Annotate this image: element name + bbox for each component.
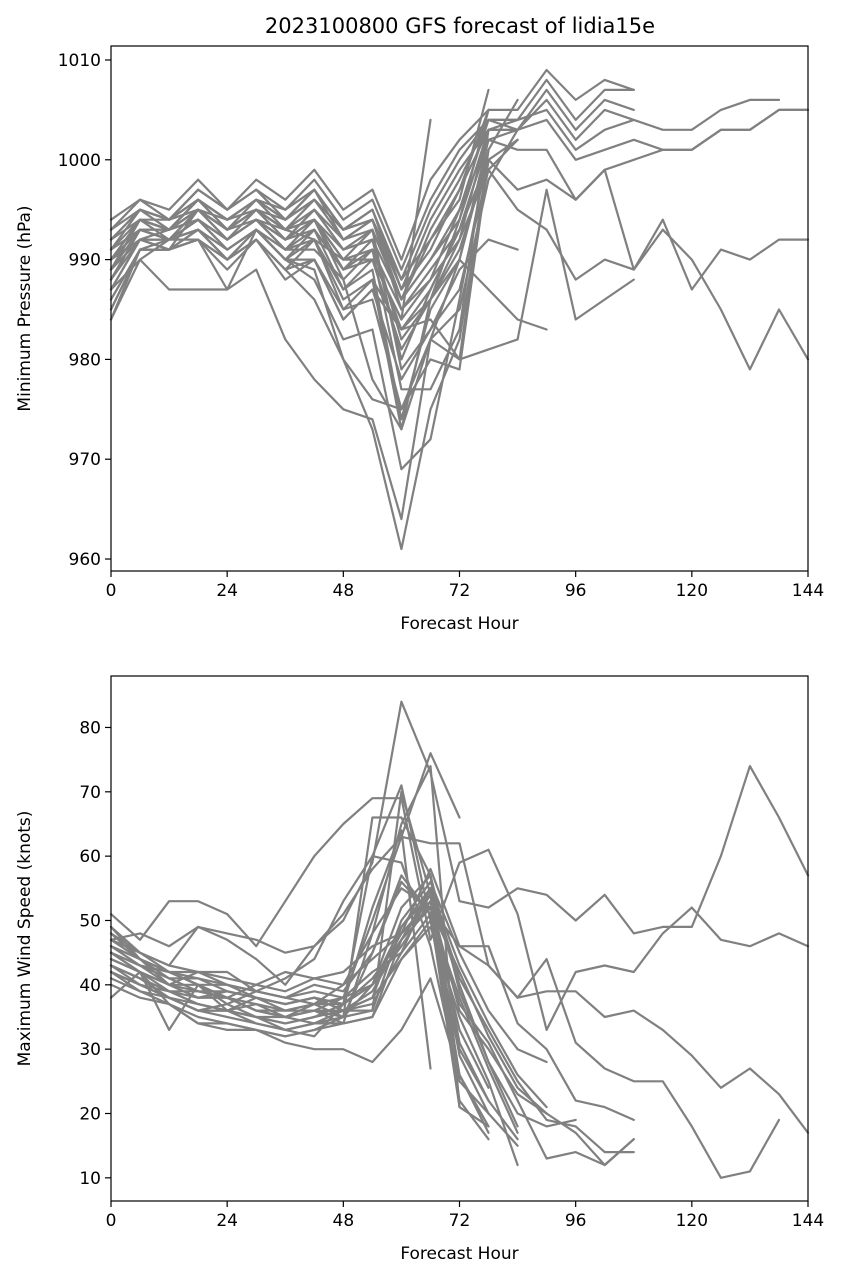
- pressure-series-group: [109, 68, 810, 551]
- wind-speed-x-tick-label: 72: [449, 1211, 471, 1231]
- wind-speed-series-group: [109, 700, 810, 1179]
- pressure-series-line-29: [109, 118, 490, 311]
- wind-speed-y-axis-label: Maximum Wind Speed (knots): [15, 811, 35, 1067]
- wind-speed-series-line-25: [109, 816, 461, 1083]
- wind-speed-series-line-2: [109, 700, 810, 967]
- wind-speed-series-line-14: [109, 912, 519, 1134]
- pressure-y-tick-label: 960: [69, 550, 101, 570]
- pressure-series-line-28: [109, 128, 490, 341]
- pressure-y-tick-label: 970: [69, 450, 101, 470]
- wind-speed-x-tick-label: 144: [792, 1211, 824, 1231]
- pressure-x-tick-label: 96: [565, 581, 587, 601]
- pressure-series-line-25: [109, 158, 490, 551]
- wind-speed-y-tick-label: 50: [79, 911, 101, 931]
- wind-speed-x-axis-label: Forecast Hour: [400, 1244, 518, 1264]
- wind-speed-x-tick-label: 120: [676, 1211, 708, 1231]
- pressure-y-axis-label: Minimum Pressure (hPa): [15, 205, 35, 411]
- wind-speed-y-tick-label: 80: [79, 718, 101, 738]
- wind-speed-series-line-18: [109, 887, 490, 1089]
- pressure-series-line-31: [109, 138, 490, 331]
- pressure-x-axis-label: Forecast Hour: [400, 614, 518, 634]
- pressure-series-line-27: [109, 158, 490, 411]
- pressure-series-line-30: [109, 108, 490, 291]
- pressure-y-tick-label: 990: [69, 251, 101, 271]
- pressure-panel: 0 24 48 72 96 120 144 960 970 980 990 1000 1010 Forec…: [15, 45, 824, 634]
- wind-speed-y-tick-label: 40: [79, 976, 101, 996]
- pressure-x-tick-label: 48: [333, 581, 355, 601]
- pressure-series-line-1: [109, 68, 635, 261]
- pressure-series-line-14: [109, 88, 490, 281]
- figure-title: 2023100800 GFS forecast of lidia15e: [265, 14, 655, 38]
- wind-speed-y-tick-label: 70: [79, 783, 101, 803]
- wind-speed-series-line-21: [109, 854, 490, 1115]
- pressure-series-line-5: [109, 98, 781, 301]
- wind-speed-series-line-26: [109, 784, 461, 1077]
- pressure-series-line-21: [109, 138, 519, 381]
- pressure-y-tick-label: 1000: [58, 151, 101, 171]
- pressure-x-tick-label: 120: [676, 581, 708, 601]
- wind-speed-y-tick-label: 10: [79, 1169, 101, 1189]
- wind-speed-series-line-3: [109, 835, 810, 1134]
- pressure-series-line-26: [109, 148, 490, 431]
- wind-speed-x-tick-label: 96: [565, 1211, 587, 1231]
- pressure-y-tick-label: 1010: [58, 51, 101, 71]
- wind-speed-y-tick-label: 20: [79, 1105, 101, 1125]
- wind-speed-x-tick-label: 48: [333, 1211, 355, 1231]
- wind-speed-y-tick-label: 30: [79, 1040, 101, 1060]
- wind-speed-y-tick-label: 60: [79, 847, 101, 867]
- wind-speed-x-tick-label: 24: [216, 1211, 238, 1231]
- pressure-x-tick-label: 144: [792, 581, 824, 601]
- wind-speed-x-tick-label: 0: [106, 1211, 117, 1231]
- wind-speed-series-line-27: [109, 764, 461, 1109]
- wind-speed-series-line-29: [109, 829, 432, 1070]
- pressure-x-tick-label: 72: [449, 581, 471, 601]
- pressure-y-tick-label: 980: [69, 350, 101, 370]
- pressure-series-line-23: [109, 148, 490, 471]
- pressure-x-tick-label: 24: [216, 581, 238, 601]
- wind-speed-panel: 0 24 48 72 96 120 144 10 20 30 40 50 60 70 80 Forecast …: [15, 675, 824, 1264]
- wind-speed-series-line-1: [109, 797, 810, 1032]
- pressure-x-tick-label: 0: [106, 581, 117, 601]
